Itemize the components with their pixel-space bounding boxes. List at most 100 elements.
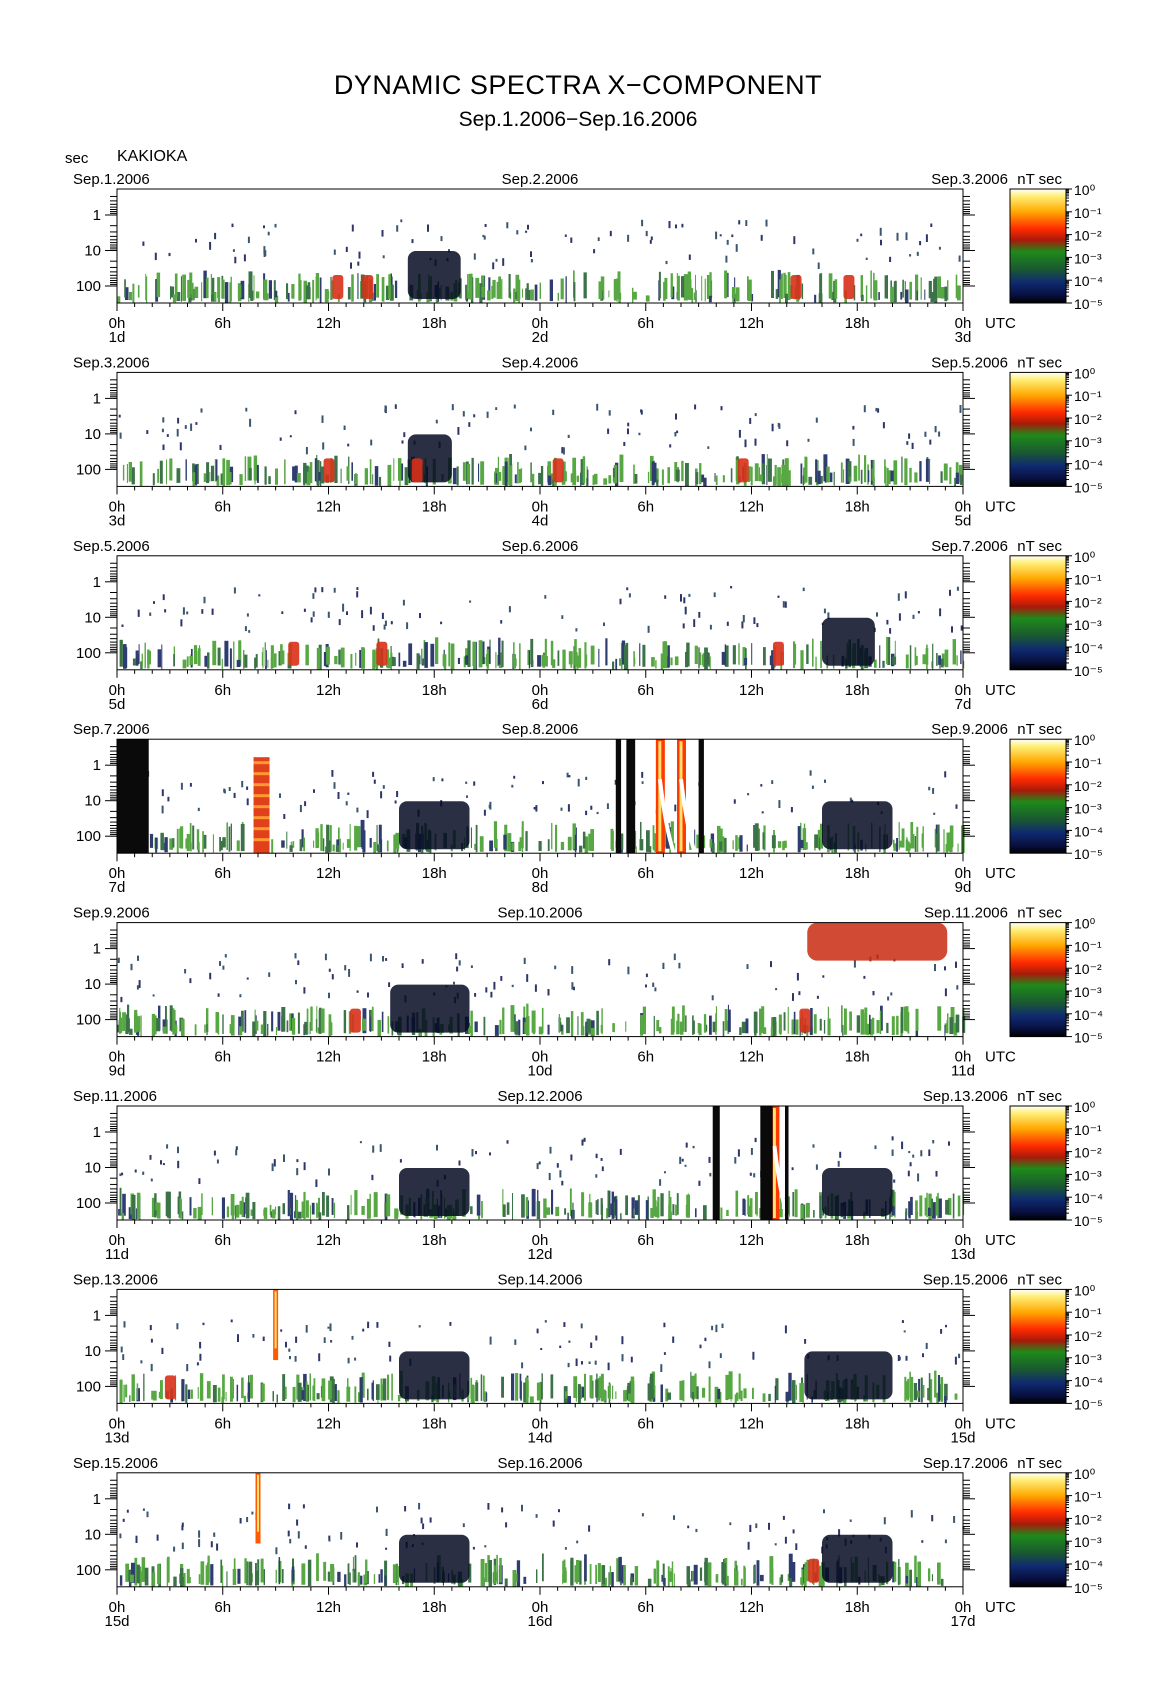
x-tick-label: 6h bbox=[637, 315, 654, 332]
panel-date-right: Sep.5.2006 bbox=[931, 354, 1008, 371]
y-axis-ticks bbox=[105, 1112, 975, 1204]
colorbar-tick-label: 10⁰ bbox=[1074, 916, 1096, 932]
y-tick-label: 10 bbox=[84, 243, 101, 260]
day-label: 3d bbox=[955, 329, 972, 346]
x-tick-label: 18h bbox=[422, 865, 447, 882]
colorbar-tick-label: 10⁻² bbox=[1074, 1511, 1102, 1527]
day-label: 1d bbox=[109, 329, 126, 346]
x-tick-label: 6h bbox=[214, 315, 231, 332]
colorbar-tick-label: 10⁻⁵ bbox=[1074, 663, 1103, 679]
y-axis-unit-label: sec bbox=[65, 150, 89, 167]
colorbar-tick-label: 10⁻¹ bbox=[1074, 205, 1102, 221]
y-tick-label: 100 bbox=[76, 278, 101, 295]
colorbar-tick-label: 10⁻³ bbox=[1074, 1167, 1102, 1183]
colorbar bbox=[1009, 1105, 1067, 1221]
panel-date-left: Sep.1.2006 bbox=[73, 171, 150, 188]
x-tick-label: 0h bbox=[532, 1599, 549, 1616]
colorbar-tick-label: 10⁻² bbox=[1074, 961, 1102, 977]
event-burst bbox=[808, 1558, 820, 1583]
colorbar-tick-label: 10⁻² bbox=[1074, 778, 1102, 794]
x-tick-label: 18h bbox=[422, 315, 447, 332]
day-label: 15d bbox=[950, 1429, 975, 1446]
panel-date-mid: Sep.14.2006 bbox=[497, 1271, 582, 1288]
x-tick-label: 0h bbox=[109, 865, 126, 882]
day-label: 9d bbox=[109, 1063, 126, 1080]
event-burst bbox=[411, 458, 423, 483]
spectra-panel: Sep.1.2006 Sep.2.2006 Sep.3.2006 nT sec 1 10 1… bbox=[73, 171, 1103, 346]
x-axis-ticks bbox=[116, 853, 964, 862]
y-axis-ticks bbox=[105, 379, 975, 470]
spectrogram-background bbox=[117, 372, 963, 487]
panel-date-left: Sep.5.2006 bbox=[73, 538, 150, 555]
x-tick-label: 18h bbox=[422, 1415, 447, 1432]
chart-title: DYNAMIC SPECTRA X−COMPONENT bbox=[333, 70, 823, 100]
panel-date-left: Sep.13.2006 bbox=[73, 1271, 158, 1288]
x-tick-label: 12h bbox=[739, 865, 764, 882]
x-tick-label: 18h bbox=[422, 1232, 447, 1249]
day-label: 10d bbox=[527, 1063, 552, 1080]
y-tick-label: 1 bbox=[93, 1124, 101, 1141]
colorbar-tick-label: 10⁻⁴ bbox=[1074, 457, 1103, 473]
event-burst bbox=[552, 458, 564, 483]
y-tick-label: 1 bbox=[93, 574, 101, 591]
colorbar-tick-label: 10⁻¹ bbox=[1074, 572, 1102, 588]
colorbar bbox=[1009, 371, 1067, 487]
colorbar bbox=[1009, 922, 1067, 1038]
colorbar-tick-label: 10⁰ bbox=[1074, 732, 1096, 748]
data-gap bbox=[698, 739, 704, 854]
colorbar-tick-label: 10⁻³ bbox=[1074, 1534, 1102, 1550]
x-tick-label: 6h bbox=[637, 1232, 654, 1249]
colorbar-unit-label: nT sec bbox=[1017, 538, 1062, 555]
x-tick-label: 0h bbox=[109, 1415, 126, 1432]
x-tick-label: 6h bbox=[214, 1415, 231, 1432]
day-label: 9d bbox=[955, 879, 972, 896]
x-tick-label: 18h bbox=[845, 1599, 870, 1616]
x-tick-label: 18h bbox=[845, 1232, 870, 1249]
data-gap bbox=[712, 1106, 720, 1220]
x-tick-label: 0h bbox=[109, 315, 126, 332]
x-tick-label: 6h bbox=[637, 498, 654, 515]
quiet-region bbox=[390, 984, 470, 1033]
y-tick-label: 10 bbox=[84, 976, 101, 993]
x-tick-label: 6h bbox=[637, 1415, 654, 1432]
x-tick-label: 12h bbox=[739, 1232, 764, 1249]
x-tick-label: 18h bbox=[845, 865, 870, 882]
utc-label: UTC bbox=[985, 1232, 1016, 1249]
x-axis-ticks bbox=[116, 303, 964, 311]
x-tick-label: 0h bbox=[532, 1232, 549, 1249]
colorbar-tick-label: 10⁻⁵ bbox=[1074, 1580, 1103, 1596]
colorbar-unit-label: nT sec bbox=[1017, 1088, 1062, 1105]
day-label: 17d bbox=[950, 1613, 975, 1630]
x-tick-label: 0h bbox=[955, 682, 972, 699]
event-burst bbox=[323, 458, 335, 483]
colorbar bbox=[1009, 738, 1067, 854]
y-tick-label: 100 bbox=[76, 828, 101, 845]
colorbar bbox=[1009, 188, 1067, 304]
day-label: 2d bbox=[532, 329, 549, 346]
panel-date-right: Sep.3.2006 bbox=[931, 171, 1008, 188]
quiet-region bbox=[399, 1168, 470, 1216]
panel-date-right: Sep.13.2006 bbox=[923, 1088, 1008, 1105]
day-label: 3d bbox=[109, 512, 126, 529]
x-tick-label: 18h bbox=[845, 498, 870, 515]
quiet-region bbox=[804, 1351, 893, 1400]
colorbar-tick-label: 10⁻⁴ bbox=[1074, 1190, 1103, 1206]
x-tick-label: 12h bbox=[739, 1599, 764, 1616]
day-label: 11d bbox=[951, 1063, 975, 1080]
x-tick-label: 6h bbox=[637, 1599, 654, 1616]
colorbar-ticks bbox=[1066, 371, 1072, 487]
event-storm-high bbox=[807, 922, 948, 961]
x-tick-label: 12h bbox=[739, 498, 764, 515]
x-tick-label: 18h bbox=[845, 1415, 870, 1432]
quiet-region bbox=[822, 617, 875, 666]
event-burst bbox=[799, 1008, 811, 1033]
colorbar-tick-label: 10⁻⁵ bbox=[1074, 1213, 1103, 1229]
y-tick-label: 1 bbox=[93, 1491, 101, 1508]
x-tick-label: 0h bbox=[532, 865, 549, 882]
x-tick-label: 0h bbox=[109, 1049, 126, 1066]
spectra-panel: Sep.9.2006 Sep.10.2006 Sep.11.2006 nT sec11… bbox=[73, 905, 1103, 1080]
colorbar-ticks bbox=[1066, 188, 1072, 304]
colorbar-tick-label: 10⁻³ bbox=[1074, 434, 1102, 450]
panel-date-right: Sep.15.2006 bbox=[923, 1271, 1008, 1288]
event-burst bbox=[772, 641, 784, 666]
